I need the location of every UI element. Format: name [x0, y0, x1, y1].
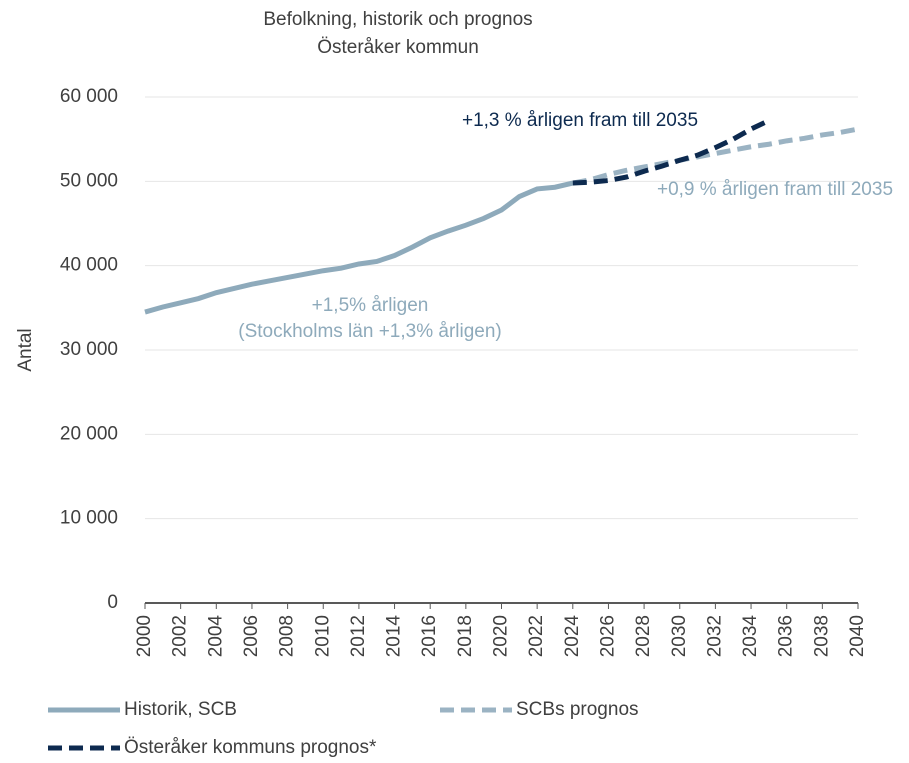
x-tick-label: 2002 [170, 615, 191, 657]
y-tick-label: 10 000 [60, 508, 118, 529]
x-tick-label: 2038 [811, 615, 832, 657]
y-tick-label: 60 000 [60, 86, 118, 107]
legend-label: Historik, SCB [124, 699, 237, 720]
y-tick-label: 30 000 [60, 339, 118, 360]
x-tick-label: 2026 [597, 615, 618, 657]
y-tick-label: 20 000 [60, 423, 118, 444]
x-tick-label: 2040 [847, 615, 868, 657]
series-line [572, 118, 770, 186]
y-tick-label: 40 000 [60, 255, 118, 276]
x-tick-label: 2010 [312, 615, 333, 657]
x-tick-label: 2020 [491, 615, 512, 657]
series-line [572, 126, 859, 186]
x-tick-label: 2012 [348, 615, 369, 657]
x-tick-label: 2032 [704, 615, 725, 657]
y-axis-label: Antal [15, 328, 36, 371]
legend-label: Österåker kommuns prognos* [124, 737, 377, 758]
chart-subtitle: Österåker kommun [317, 37, 479, 58]
annotation: +0,9 % årligen fram till 2035 [657, 179, 893, 200]
x-tick-label: 2028 [633, 615, 654, 657]
x-tick-label: 2016 [419, 615, 440, 657]
x-tick-label: 2018 [455, 615, 476, 657]
legend-label: SCBs prognos [516, 699, 639, 720]
x-tick-label: 2006 [241, 615, 262, 657]
chart-title: Befolkning, historik och prognos [263, 9, 532, 30]
x-tick-label: 2024 [562, 615, 583, 658]
y-tick-label: 50 000 [60, 170, 118, 191]
x-tick-label: 2008 [277, 615, 298, 657]
x-tick-label: 2004 [205, 615, 226, 658]
annotation: (Stockholms län +1,3% årligen) [238, 321, 502, 342]
x-tick-label: 2014 [384, 615, 405, 658]
x-tick-label: 2030 [669, 615, 690, 657]
y-tick-label: 0 [107, 592, 118, 613]
x-tick-label: 2000 [134, 615, 155, 657]
x-tick-label: 2036 [776, 615, 797, 657]
x-tick-label: 2034 [740, 615, 761, 658]
x-tick-label: 2022 [526, 615, 547, 657]
annotation: +1,5% årligen [312, 295, 429, 316]
annotation: +1,3 % årligen fram till 2035 [462, 110, 698, 131]
series-line [144, 180, 574, 315]
